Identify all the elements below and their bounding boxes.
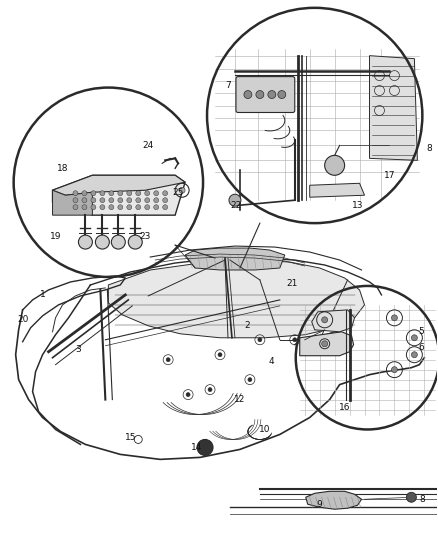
Circle shape <box>91 198 96 203</box>
Circle shape <box>100 205 105 209</box>
Circle shape <box>109 198 114 203</box>
Circle shape <box>162 205 168 209</box>
Polygon shape <box>370 55 417 160</box>
Circle shape <box>293 338 297 342</box>
Circle shape <box>73 191 78 196</box>
Polygon shape <box>300 332 353 356</box>
Circle shape <box>229 194 241 206</box>
Circle shape <box>100 191 105 196</box>
Circle shape <box>218 353 222 357</box>
Polygon shape <box>306 491 361 509</box>
Circle shape <box>162 191 168 196</box>
Text: 8: 8 <box>420 495 425 504</box>
Circle shape <box>321 317 328 323</box>
Circle shape <box>82 198 87 203</box>
Text: 20: 20 <box>17 316 28 324</box>
Circle shape <box>268 91 276 99</box>
Text: 19: 19 <box>50 232 61 240</box>
Circle shape <box>145 205 150 209</box>
Polygon shape <box>53 190 92 215</box>
Text: 18: 18 <box>57 164 68 173</box>
Circle shape <box>95 235 110 249</box>
Text: 23: 23 <box>140 232 151 240</box>
Text: 13: 13 <box>352 201 363 209</box>
Polygon shape <box>185 248 285 270</box>
Polygon shape <box>53 175 185 215</box>
Circle shape <box>127 198 132 203</box>
Circle shape <box>136 198 141 203</box>
Circle shape <box>73 198 78 203</box>
Polygon shape <box>108 260 364 338</box>
Circle shape <box>392 367 397 373</box>
Text: 15: 15 <box>124 433 136 442</box>
Text: 14: 14 <box>191 443 203 452</box>
Circle shape <box>186 393 190 397</box>
Circle shape <box>325 155 345 175</box>
Text: 6: 6 <box>418 343 424 352</box>
Circle shape <box>109 191 114 196</box>
Circle shape <box>411 352 417 358</box>
Text: 24: 24 <box>143 141 154 150</box>
Circle shape <box>256 91 264 99</box>
Circle shape <box>91 205 96 209</box>
Circle shape <box>118 191 123 196</box>
Circle shape <box>118 198 123 203</box>
Circle shape <box>78 235 92 249</box>
Circle shape <box>111 235 125 249</box>
FancyBboxPatch shape <box>236 77 295 112</box>
Text: 22: 22 <box>230 201 242 209</box>
Circle shape <box>128 235 142 249</box>
Circle shape <box>136 191 141 196</box>
Circle shape <box>258 338 262 342</box>
Text: 5: 5 <box>418 327 424 336</box>
Circle shape <box>109 205 114 209</box>
Circle shape <box>127 191 132 196</box>
Circle shape <box>411 335 417 341</box>
Text: 2: 2 <box>244 321 250 330</box>
Circle shape <box>392 315 397 321</box>
Text: 25: 25 <box>173 188 184 197</box>
Text: 21: 21 <box>286 279 297 288</box>
Circle shape <box>145 191 150 196</box>
Circle shape <box>248 378 252 382</box>
Text: 7: 7 <box>225 81 231 90</box>
Text: 16: 16 <box>339 403 350 412</box>
Text: 8: 8 <box>427 144 432 153</box>
Text: 3: 3 <box>76 345 81 354</box>
Circle shape <box>145 198 150 203</box>
Circle shape <box>136 205 141 209</box>
Circle shape <box>278 91 286 99</box>
Circle shape <box>82 205 87 209</box>
Circle shape <box>244 91 252 99</box>
Circle shape <box>406 492 417 502</box>
Circle shape <box>179 187 185 193</box>
Circle shape <box>73 205 78 209</box>
Circle shape <box>321 341 328 347</box>
Text: 9: 9 <box>317 500 322 508</box>
Circle shape <box>162 198 168 203</box>
Circle shape <box>82 191 87 196</box>
Circle shape <box>154 198 159 203</box>
Circle shape <box>166 358 170 362</box>
Text: 17: 17 <box>384 171 395 180</box>
Circle shape <box>127 205 132 209</box>
Polygon shape <box>53 175 185 195</box>
Circle shape <box>197 439 213 455</box>
Polygon shape <box>312 310 355 332</box>
Text: 12: 12 <box>234 395 246 404</box>
Circle shape <box>154 205 159 209</box>
Circle shape <box>154 191 159 196</box>
Circle shape <box>118 205 123 209</box>
Circle shape <box>100 198 105 203</box>
Text: 4: 4 <box>269 357 275 366</box>
Polygon shape <box>310 183 364 197</box>
Text: 1: 1 <box>40 290 46 300</box>
Circle shape <box>91 191 96 196</box>
Circle shape <box>208 387 212 392</box>
Text: 10: 10 <box>259 425 271 434</box>
